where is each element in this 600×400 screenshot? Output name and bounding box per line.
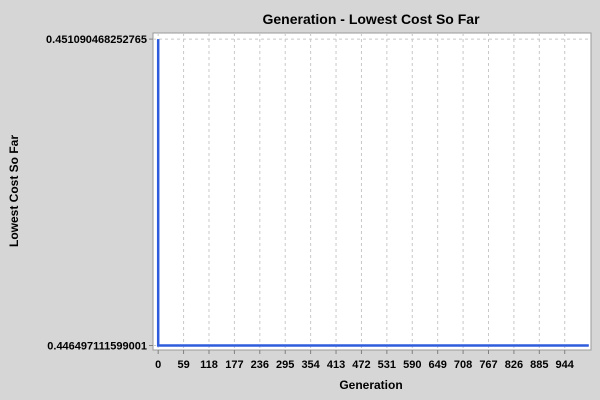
x-axis-label: Generation (339, 378, 402, 392)
x-tick-label: 59 (177, 359, 189, 371)
series-line (156, 39, 589, 347)
y-tick-label: 0.446497111599001 (47, 341, 147, 353)
y-tick-label: 0.451090468252765 (46, 34, 147, 46)
x-tick-label: 413 (327, 359, 345, 371)
x-tick-label: 708 (454, 359, 472, 371)
x-tick-label: 767 (479, 359, 497, 371)
x-tick-label: 826 (505, 359, 523, 371)
x-tick-label: 118 (200, 359, 218, 371)
y-axis-label: Lowest Cost So Far (7, 135, 21, 247)
x-tick-label: 590 (403, 359, 421, 371)
x-tick-label: 649 (428, 359, 446, 371)
x-tick-label: 531 (378, 359, 396, 371)
x-tick-label: 177 (225, 359, 243, 371)
x-tick-label: 0 (155, 359, 161, 371)
x-tick-label: 944 (556, 359, 575, 371)
x-tick-label: 236 (251, 359, 269, 371)
series-layer (156, 39, 589, 347)
x-tick-label: 295 (276, 359, 294, 371)
x-tick-label: 472 (352, 359, 370, 371)
x-tick-label: 885 (530, 359, 548, 371)
chart-title: Generation - Lowest Cost So Far (262, 11, 480, 27)
plot-area (152, 32, 592, 351)
x-axis-ticks: 0 59 118 177 236 295 354 413 472 531 590 649 708 767 8… (155, 350, 575, 371)
y-axis-ticks: 0.446497111599001 0.451090468252765 (46, 34, 153, 353)
grid (153, 33, 591, 350)
x-tick-label: 354 (301, 359, 320, 371)
